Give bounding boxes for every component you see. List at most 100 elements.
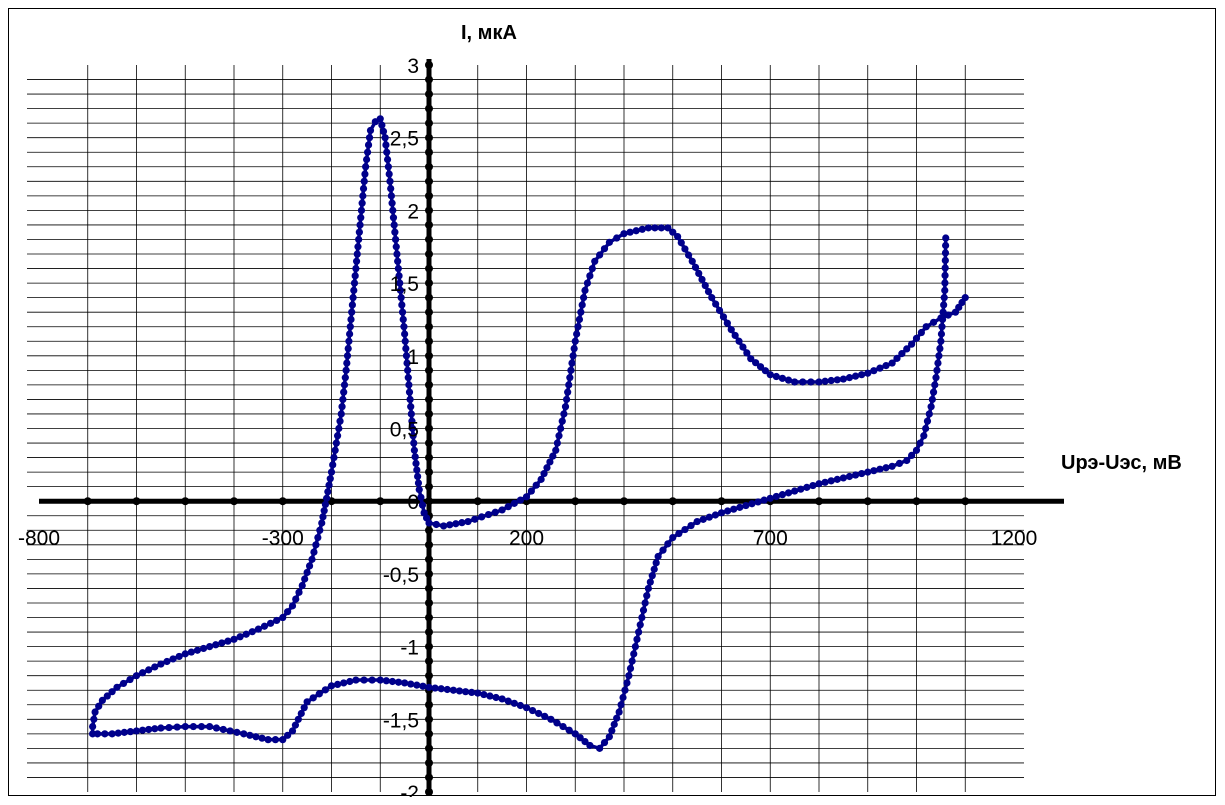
y-axis-tick [425,700,433,709]
data-point [708,294,716,302]
data-point [652,559,660,567]
data-point [617,701,625,709]
data-point [711,511,720,519]
data-point [212,641,220,649]
data-point [383,155,392,164]
x-tick-label: 700 [753,527,788,550]
data-point [510,499,518,507]
data-point [363,148,372,156]
data-point [882,362,890,370]
data-point [623,679,631,687]
data-point [631,643,639,651]
data-point [522,493,531,501]
data-point [382,677,390,685]
y-axis-tick [425,453,433,462]
data-point [295,588,303,596]
y-axis-tick [425,744,433,753]
x-axis-tick [863,497,872,506]
data-point [941,279,949,287]
data-point [338,403,346,411]
data-point [961,294,969,302]
data-point [368,676,376,684]
y-tick-label: -2 [400,782,419,797]
data-point [561,403,570,411]
data-point [608,726,616,735]
data-point [735,337,743,345]
data-point [157,724,165,732]
data-point [669,228,677,236]
data-point [916,439,924,447]
y-axis-title: I, мкА [461,22,517,44]
data-point [350,286,358,294]
data-point [455,687,464,695]
data-point [408,424,417,433]
data-point [362,163,370,171]
y-tick-label: 2 [407,200,419,223]
data-point [695,269,703,278]
data-point [752,359,760,367]
cyclic-voltammogram-chart: -800 -300 200 700 1200 -2 -1,5 -1 -0,5 0 0,5 1 1,5 2 2… [18,22,1182,797]
data-point [558,417,566,425]
y-axis-tick [425,148,433,157]
data-point [197,722,206,731]
y-axis-tick [425,235,433,244]
data-point [329,461,337,469]
data-point [674,232,682,241]
y-axis-tick [425,657,433,666]
chart-frame: -800 -300 200 700 1200 -2 -1,5 -1 -0,5 0 0,5 1 1,5 2 2… [8,8,1216,797]
data-point [413,466,421,474]
data-point [504,697,512,705]
data-point [478,513,486,521]
data-point [882,464,890,472]
data-point [553,719,561,727]
data-point [858,469,866,478]
data-point [778,374,787,382]
data-point [199,644,208,653]
data-point [387,192,395,200]
y-axis-tick [425,729,433,738]
data-point [942,241,950,250]
data-point [138,726,147,734]
data-point [565,726,573,734]
data-point [559,722,567,731]
data-point [355,228,363,236]
data-point [407,680,415,688]
data-point [580,294,588,302]
data-point [821,377,829,385]
data-point [358,199,366,207]
y-axis-tick [425,61,433,69]
data-point [413,681,421,689]
data-point [833,475,841,483]
data-point [316,526,324,534]
data-point [516,701,525,710]
data-point [799,378,807,386]
data-point [766,494,774,502]
data-point [411,453,419,461]
x-axis-tick [815,497,823,506]
data-point [626,228,634,236]
data-point [376,115,384,123]
data-point [669,533,677,542]
x-axis-tick [83,497,92,506]
data-point [425,683,433,691]
data-point [391,228,399,236]
data-point [323,494,331,502]
data-point [569,352,577,360]
y-axis-tick [425,482,433,491]
data-point [345,337,353,345]
y-axis-tick [425,439,433,448]
data-point [404,366,412,374]
data-point [254,625,262,633]
data-point [310,548,318,556]
data-point [425,519,433,527]
data-point [333,680,342,689]
data-point [833,376,841,384]
data-point [246,731,254,739]
data-point [366,126,375,135]
data-point [705,513,713,521]
data-point [941,264,949,272]
data-point [388,677,397,686]
data-point [212,724,221,732]
data-point [432,520,440,529]
data-point [321,500,330,509]
